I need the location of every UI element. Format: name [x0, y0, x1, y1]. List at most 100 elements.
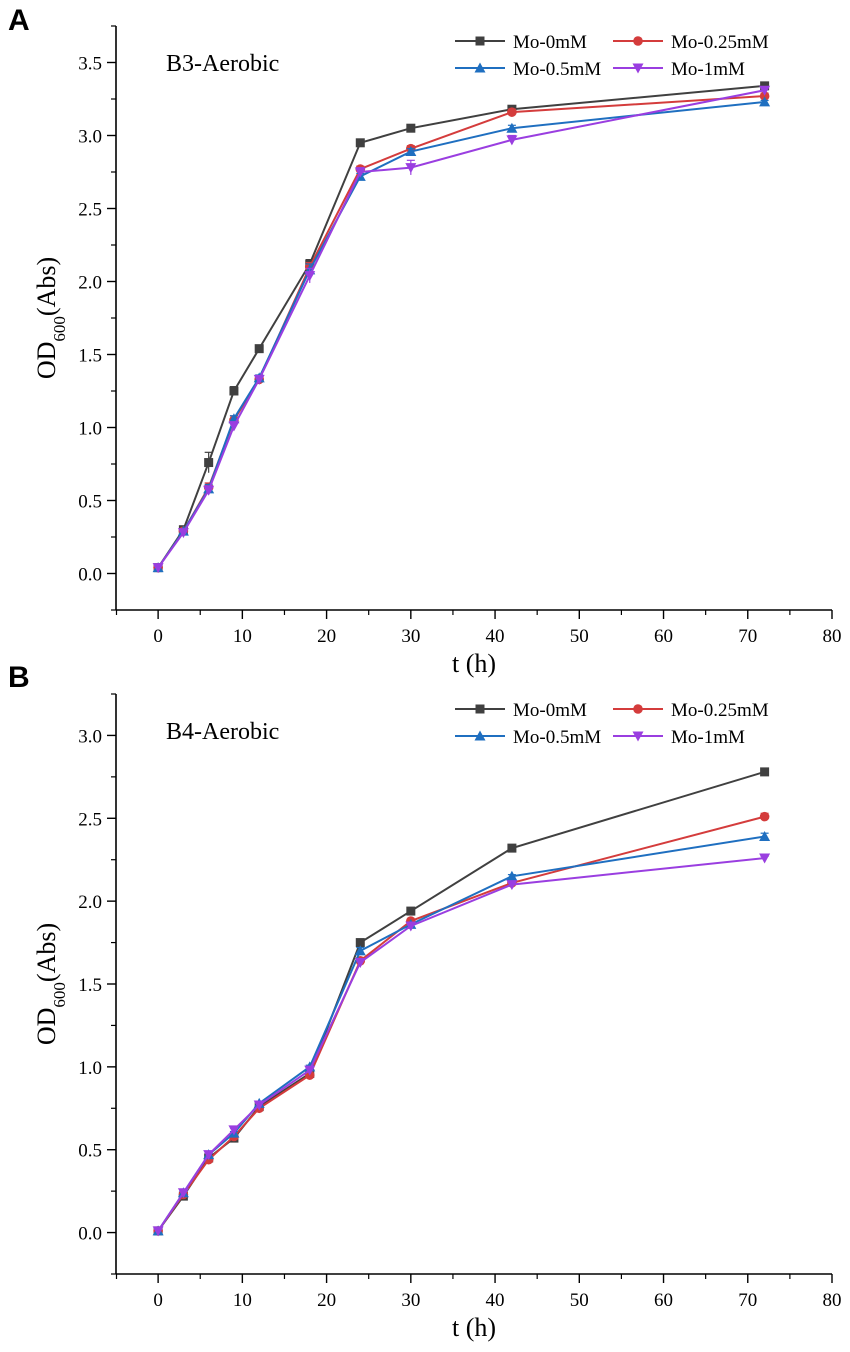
- x-tick-label: 50: [570, 626, 589, 647]
- series-Mo-0.25mM: [153, 91, 770, 573]
- x-tick-label: 30: [401, 1290, 420, 1311]
- y-tick-label: 1.0: [78, 1058, 102, 1079]
- legend-label: Mo-0.5mM: [513, 727, 601, 748]
- data-point: [177, 1188, 189, 1199]
- legend-item: Mo-0mM: [455, 700, 587, 721]
- legend-item: Mo-1mM: [613, 59, 745, 80]
- y-axis-title-subscript: 600: [50, 982, 69, 1008]
- legend-label: Mo-0mM: [513, 700, 587, 721]
- legend-label: Mo-0mM: [513, 32, 587, 53]
- legend-label: Mo-0.25mM: [671, 32, 769, 53]
- legend-item: Mo-0.25mM: [613, 700, 769, 721]
- series-line: [157, 815, 765, 1232]
- x-tick-label: 20: [317, 1290, 336, 1311]
- data-point: [355, 138, 365, 148]
- series-line: [157, 100, 765, 569]
- x-tick-label: 0: [153, 626, 163, 647]
- legend-item: Mo-0.5mM: [455, 59, 601, 80]
- legend-item: Mo-1mM: [613, 727, 745, 748]
- chart-panel-a: 0 10 20 30 40 50 60 70 80 0.0 0.5 1.0 1.5 2.0 2.5 3.0 3.…: [32, 25, 842, 678]
- y-tick-label: 3.0: [78, 127, 102, 148]
- y-tick-label: 3.5: [78, 54, 102, 75]
- series-line: [157, 835, 765, 1232]
- panel-b: B 0 10 20 30 40 50 60 70 80 0.0 0.5 1.0 1.5 2.0 2.5 3.0…: [0, 663, 850, 1352]
- panel-label: B: [8, 661, 30, 694]
- data-point: [304, 1065, 316, 1076]
- x-tick-label: 0: [153, 1290, 163, 1311]
- legend-item: Mo-0mM: [455, 32, 587, 53]
- y-tick-label: 0.0: [78, 1224, 102, 1245]
- series-Mo-0.25mM: [153, 811, 770, 1236]
- series-Mo-0.5mM: [152, 96, 771, 573]
- panel-a: A 0 10 20 30 40 50 60 70 80 0.0 0.5 1.0 1.5 2.0 2.5 3.0…: [8, 6, 842, 679]
- y-tick-label: 0.5: [78, 1141, 102, 1162]
- y-axis-title-suffix: (Abs): [32, 257, 61, 316]
- y-tick-label: 2.5: [78, 200, 102, 221]
- chart-annotation: B3-Aerobic: [166, 51, 279, 77]
- chart-annotation: B4-Aerobic: [166, 719, 279, 745]
- data-point: [759, 91, 770, 101]
- data-point: [506, 880, 518, 891]
- y-tick-label: 2.0: [78, 273, 102, 294]
- x-tick-label: 80: [823, 626, 842, 647]
- data-point: [177, 528, 189, 539]
- y-axis-title: OD600(Abs): [32, 257, 69, 379]
- y-tick-label: 0.5: [78, 492, 102, 513]
- legend-label: Mo-0.25mM: [671, 700, 769, 721]
- x-tick-label: 70: [738, 626, 757, 647]
- data-point: [354, 167, 366, 178]
- y-axis-title-subscript: 600: [50, 316, 69, 342]
- series-Mo-1mM: [152, 853, 771, 1237]
- series-Mo-0.5mM: [152, 831, 771, 1236]
- x-tick-label: 40: [486, 1290, 505, 1311]
- chart-panel-b: 0 10 20 30 40 50 60 70 80 0.0 0.5 1.0 1.5 2.0 2.5 3.0 t …: [32, 693, 842, 1342]
- data-point: [228, 1125, 240, 1136]
- data-point: [228, 421, 240, 432]
- legend-marker: [633, 36, 643, 46]
- legend-item: Mo-0.5mM: [455, 727, 601, 748]
- legend-marker: [475, 36, 485, 46]
- data-point: [759, 853, 771, 864]
- data-point: [254, 344, 264, 354]
- data-point: [405, 163, 417, 174]
- legend-label: Mo-1mM: [671, 59, 745, 80]
- y-tick-label: 1.5: [78, 975, 102, 996]
- data-point: [406, 906, 416, 916]
- y-axis-title-suffix: (Abs): [32, 923, 61, 982]
- data-point: [406, 123, 416, 133]
- y-axis-title-main: OD: [32, 342, 61, 380]
- data-point: [354, 945, 366, 956]
- x-tick-label: 60: [654, 1290, 673, 1311]
- series-Mo-0mM: [153, 81, 770, 573]
- x-axis-title: t (h): [452, 649, 496, 678]
- x-tick-label: 60: [654, 626, 673, 647]
- data-point: [759, 96, 771, 107]
- data-point: [507, 107, 517, 117]
- x-axis-title: t (h): [452, 1313, 496, 1342]
- data-point: [405, 146, 417, 157]
- y-tick-label: 3.0: [78, 726, 102, 747]
- y-axis-title: OD600(Abs): [32, 923, 69, 1045]
- legend-marker: [632, 731, 644, 742]
- legend-marker: [632, 63, 644, 74]
- data-point: [506, 870, 518, 881]
- x-tick-label: 20: [317, 626, 336, 647]
- legend-label: Mo-1mM: [671, 727, 745, 748]
- y-tick-label: 1.5: [78, 346, 102, 367]
- data-point: [760, 767, 770, 777]
- data-point: [507, 843, 517, 853]
- data-point: [506, 135, 518, 146]
- data-point: [355, 938, 365, 948]
- series-line: [157, 89, 765, 569]
- y-tick-label: 2.5: [78, 809, 102, 830]
- x-tick-label: 10: [233, 626, 252, 647]
- legend-marker: [474, 62, 486, 73]
- legend-marker: [633, 704, 643, 714]
- data-point: [304, 271, 316, 282]
- data-point: [354, 957, 366, 968]
- x-tick-label: 40: [486, 626, 505, 647]
- legend-label: Mo-0.5mM: [513, 59, 601, 80]
- data-point: [204, 458, 214, 468]
- data-point: [759, 811, 770, 822]
- x-tick-label: 50: [570, 1290, 589, 1311]
